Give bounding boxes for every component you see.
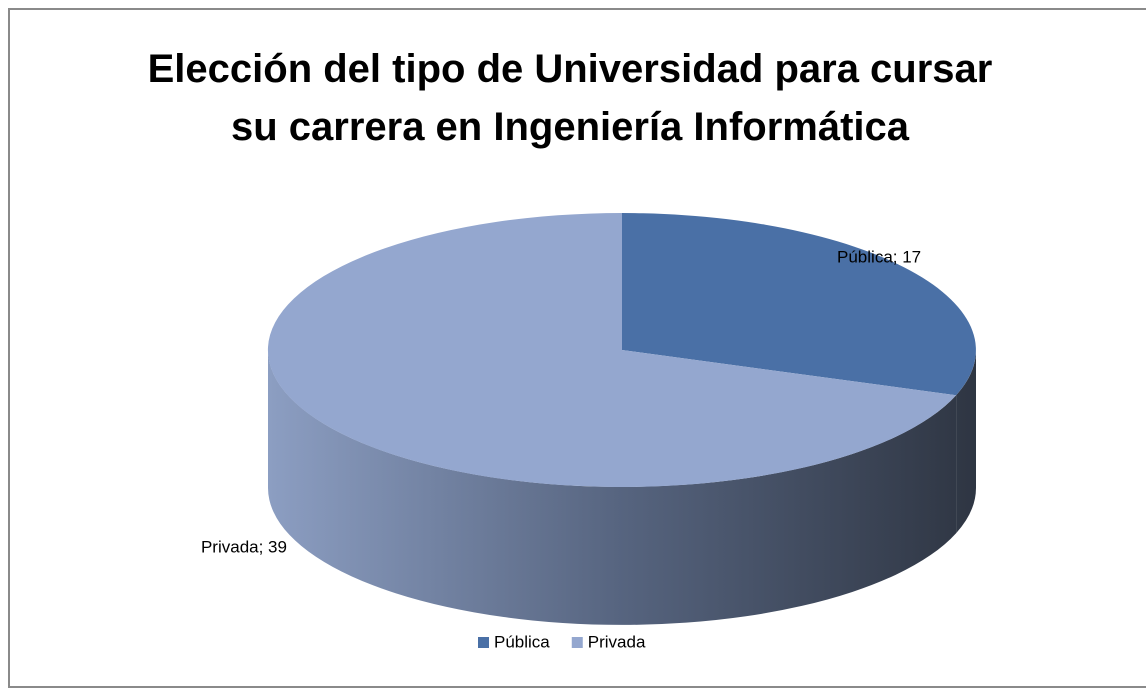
legend-swatch	[571, 637, 583, 648]
slice-side	[956, 350, 976, 534]
chart-title: Elección del tipo de Universidad para cu…	[147, 47, 993, 149]
data-label: Privada; 39	[201, 537, 287, 556]
slice-side	[268, 350, 957, 625]
data-label: Pública; 17	[837, 247, 921, 266]
legend-label: Privada	[588, 632, 646, 651]
slice	[622, 213, 976, 396]
slice	[267, 213, 957, 487]
legend-swatch	[478, 637, 489, 648]
legend-label: Pública	[494, 632, 550, 651]
